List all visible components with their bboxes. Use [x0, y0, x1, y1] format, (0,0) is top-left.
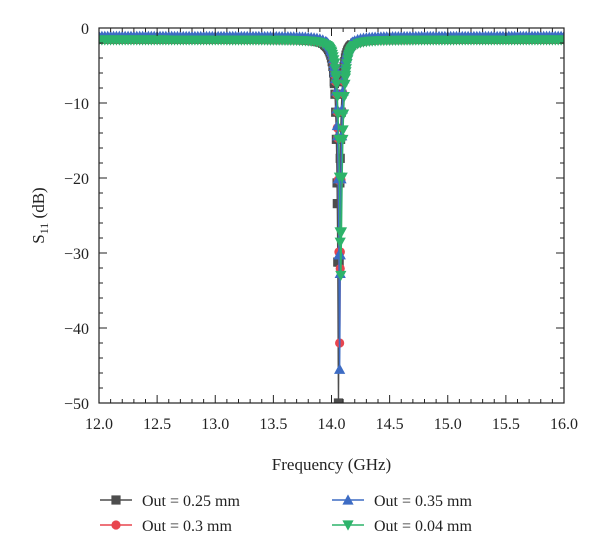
legend-marker: [111, 495, 121, 505]
data-point: [335, 227, 348, 238]
legend-label: Out = 0.25 mm: [142, 493, 240, 510]
legend-item: Out = 0.3 mm: [100, 518, 232, 535]
y-tick-label: −50: [64, 396, 89, 413]
y-tick-label: −20: [64, 171, 89, 188]
y-tick-label: −40: [64, 321, 89, 338]
data-point: [335, 270, 347, 282]
data-point: [338, 92, 350, 103]
legend-marker: [342, 520, 354, 531]
legend-label: Out = 0.04 mm: [374, 518, 472, 535]
x-tick-label: 14.0: [318, 416, 346, 433]
data-point: [336, 172, 348, 183]
data-point: [335, 153, 345, 163]
data-point: [337, 109, 350, 120]
series-layer: [99, 30, 564, 403]
axes: 12.0 12.5 13.0 13.5 14.0 14.5 15.0 15.5 16.0 0 −10…: [29, 21, 578, 474]
legend-item: Out = 0.35 mm: [332, 493, 472, 510]
y-tick-label: −10: [64, 96, 89, 113]
series-3: [99, 30, 564, 374]
x-tick-label: 16.0: [550, 416, 578, 433]
legend-marker: [111, 520, 121, 530]
data-point: [341, 59, 353, 70]
data-point: [333, 398, 344, 403]
data-point: [330, 73, 342, 84]
legend-item: Out = 0.04 mm: [332, 518, 472, 535]
data-point: [337, 125, 349, 136]
series-4: [99, 35, 564, 282]
x-axis-label: Frequency (GHz): [272, 455, 391, 474]
data-point: [329, 64, 341, 75]
series-1: [99, 34, 564, 403]
x-tick-label: 15.0: [434, 416, 462, 433]
x-tick-label: 14.5: [376, 416, 404, 433]
legend-label: Out = 0.35 mm: [374, 493, 472, 510]
y-tick-label: 0: [81, 21, 89, 38]
data-point: [340, 64, 352, 75]
x-tick-label: 12.5: [143, 416, 171, 433]
data-point: [339, 73, 352, 84]
data-point: [332, 199, 342, 209]
data-point: [337, 134, 349, 146]
data-point: [558, 35, 564, 46]
y-axis-label: S11 (dB): [29, 187, 51, 243]
x-tick-label: 13.0: [201, 416, 229, 433]
y-axis-label-unit: (dB): [29, 187, 48, 222]
x-tick-label: 12.0: [85, 416, 113, 433]
y-axis-label-main: S: [29, 234, 48, 243]
data-point: [334, 237, 346, 248]
legend-label: Out = 0.3 mm: [142, 518, 232, 535]
data-point: [348, 41, 360, 52]
data-point: [339, 79, 351, 90]
x-tick-label: 13.5: [259, 416, 287, 433]
data-point: [331, 79, 343, 90]
y-tick-label: −30: [64, 246, 89, 263]
y-axis-label-sub: 11: [37, 223, 51, 235]
x-tick-label: 15.5: [492, 416, 520, 433]
data-point: [344, 47, 356, 58]
legend-item: Out = 0.25 mm: [100, 493, 240, 510]
data-point: [334, 363, 346, 374]
legend: Out = 0.25 mm Out = 0.35 mm Out = 0.3 mm Ou…: [100, 493, 472, 535]
legend-marker: [342, 494, 354, 505]
